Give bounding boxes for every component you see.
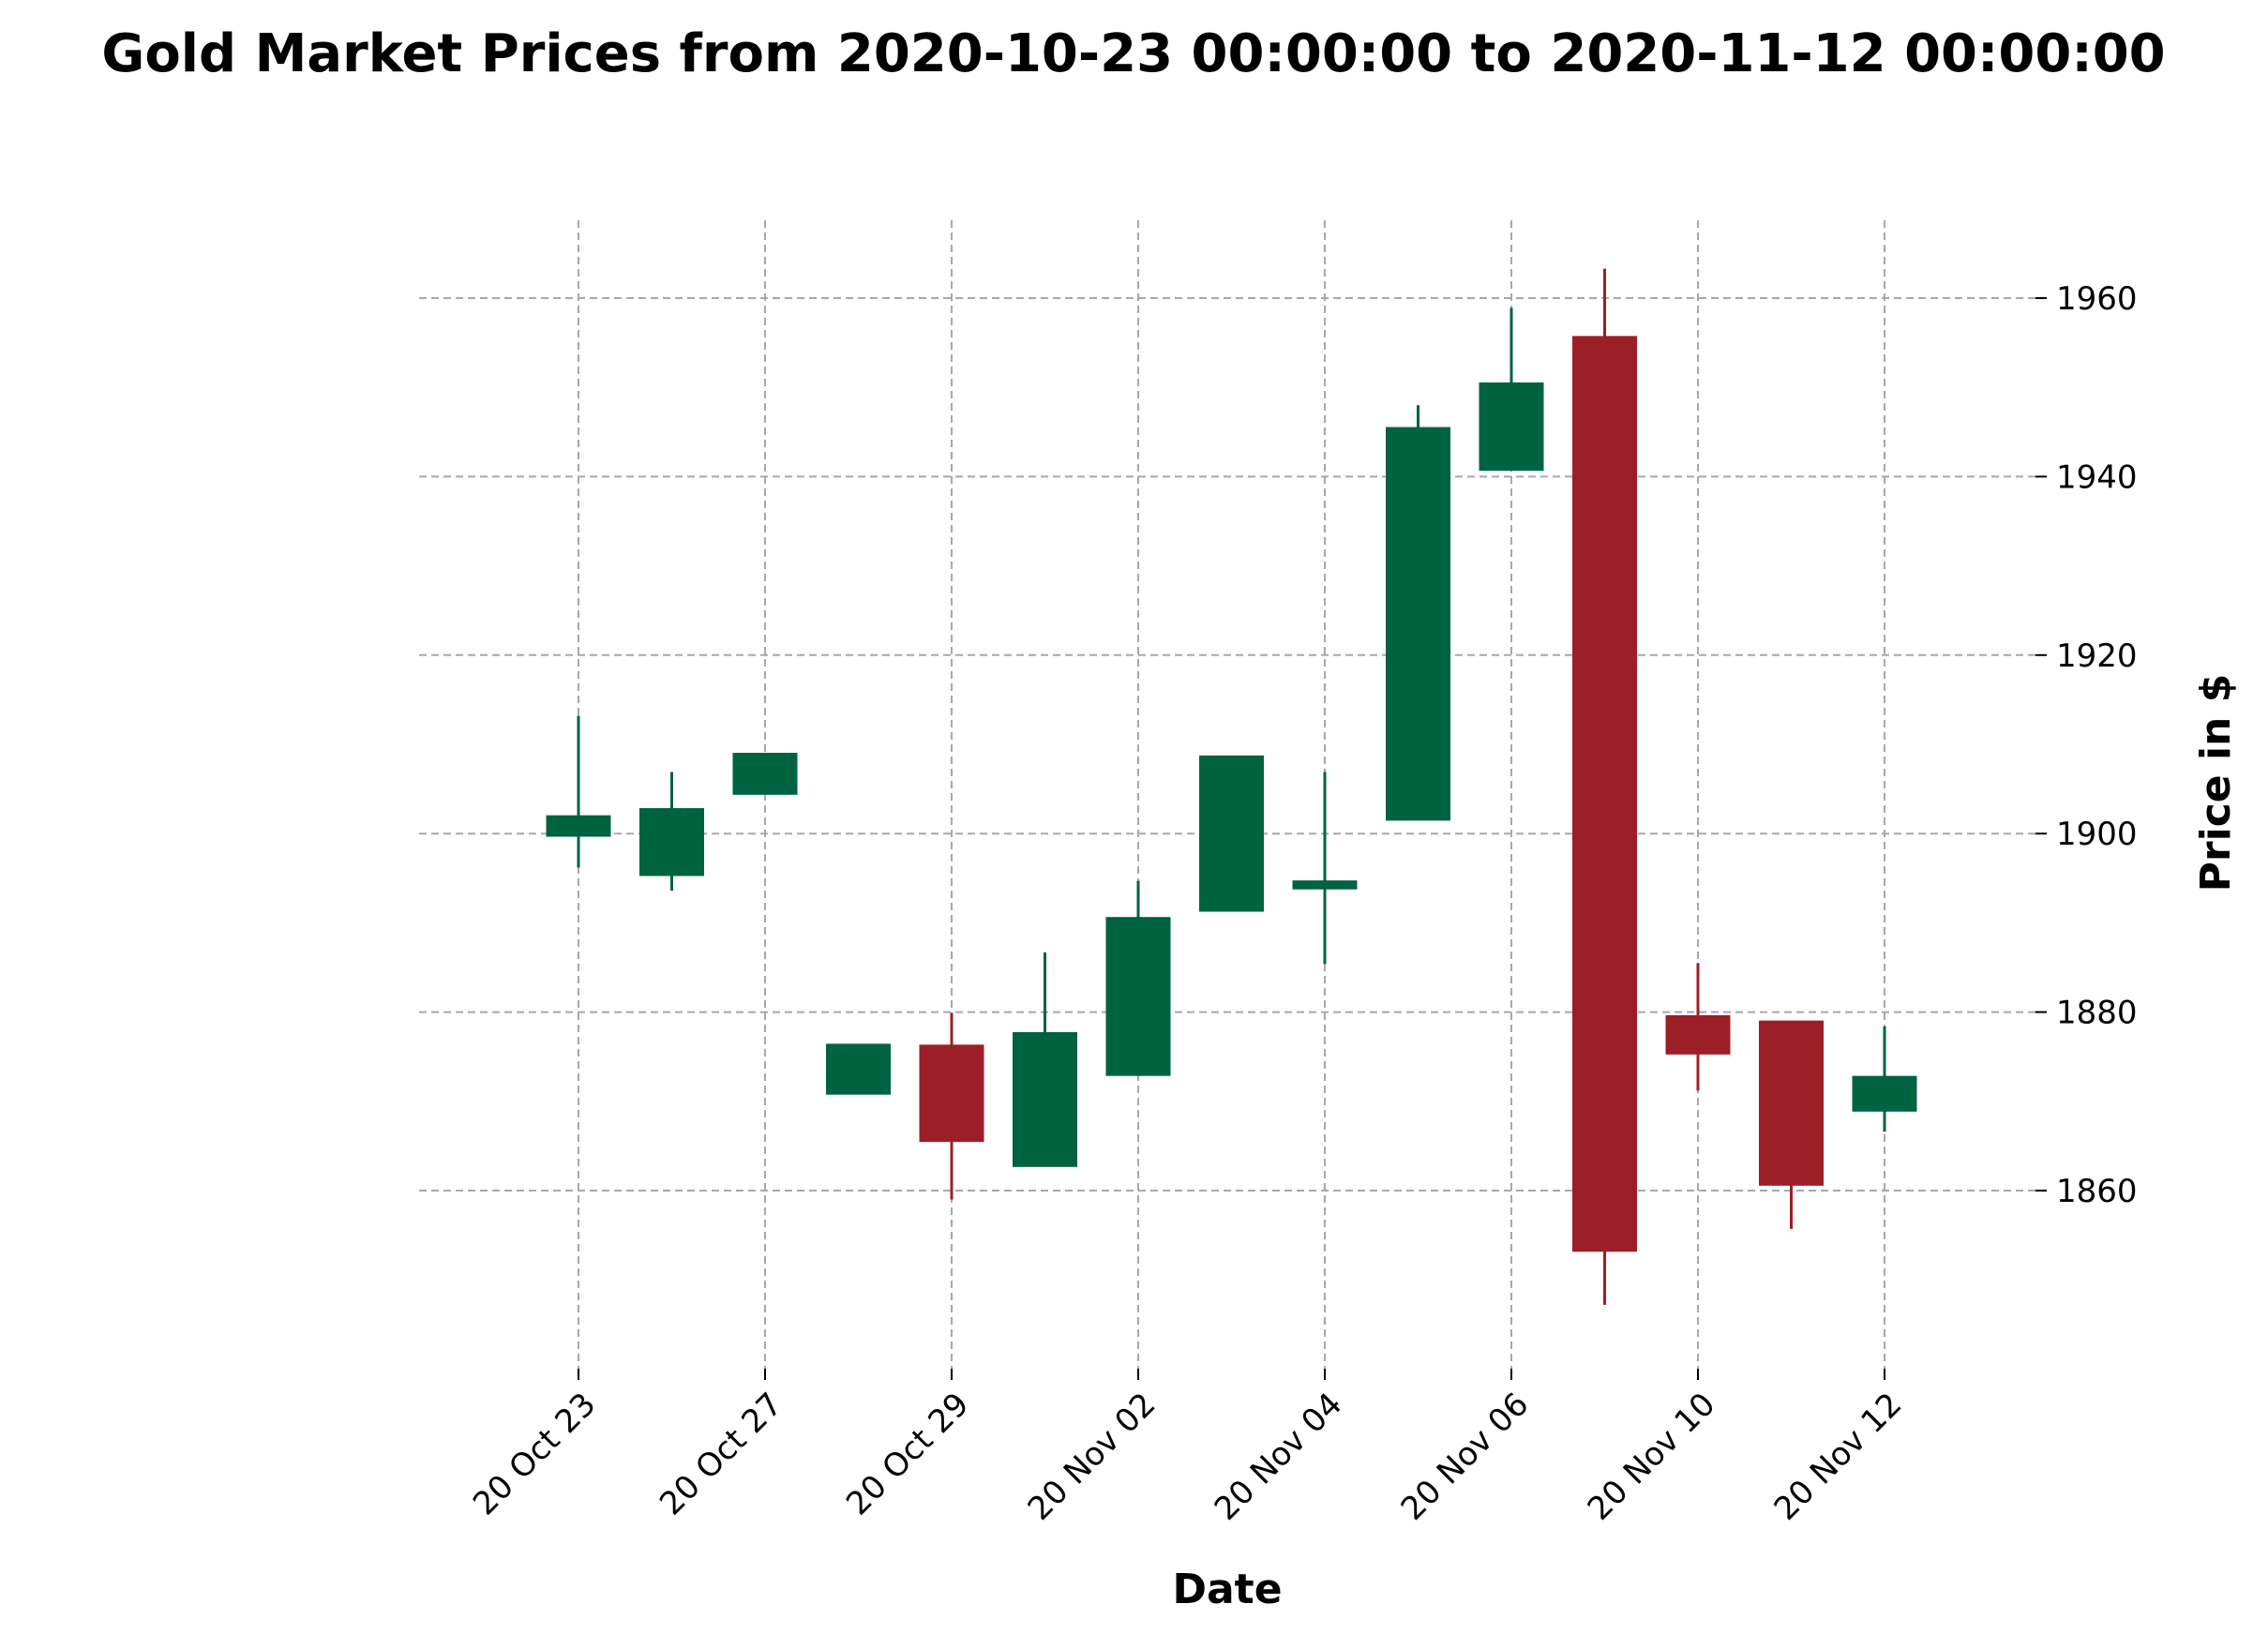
- candle: [1386, 405, 1450, 821]
- x-tick-label: 20 Nov 12: [1767, 1386, 1910, 1528]
- candle-body: [1759, 1020, 1824, 1186]
- y-axis-label: Price in $: [2192, 674, 2240, 892]
- chart-title: Gold Market Prices from 2020-10-23 00:00…: [101, 23, 2165, 84]
- x-tick-label: 20 Nov 06: [1394, 1386, 1537, 1528]
- candle: [919, 1012, 984, 1200]
- candle: [1572, 268, 1637, 1305]
- candle: [639, 772, 704, 892]
- candle: [1292, 772, 1358, 965]
- candle: [1105, 880, 1171, 1076]
- candle-body: [919, 1044, 984, 1143]
- candle-body: [732, 753, 798, 795]
- x-tick-label: 20 Nov 10: [1581, 1386, 1723, 1528]
- candle: [1759, 1020, 1824, 1229]
- y-tick-label: 1900: [2056, 816, 2138, 853]
- x-tick-label: 20 Oct 27: [653, 1386, 789, 1522]
- x-tick-label: 20 Oct 23: [466, 1386, 603, 1522]
- y-axis: 1860 1880 1900 1920 1940 1960: [2035, 280, 2138, 1210]
- y-tick-label: 1960: [2056, 280, 2138, 318]
- candles: [546, 268, 1917, 1305]
- x-tick-label: 20 Oct 29: [839, 1386, 976, 1522]
- candle: [732, 753, 798, 795]
- candle: [1199, 755, 1264, 912]
- candle-body: [1386, 427, 1450, 821]
- candle-body: [1013, 1031, 1077, 1167]
- y-tick-label: 1940: [2056, 458, 2138, 496]
- candle-body: [826, 1043, 891, 1095]
- candle-body: [546, 815, 611, 837]
- candle-body: [639, 808, 704, 877]
- x-axis: 20 Oct 23 20 Oct 27 20 Oct 29 20 Nov 02 20 N…: [466, 1369, 1909, 1528]
- candle: [1013, 952, 1077, 1167]
- x-axis-label: Date: [1172, 1566, 1282, 1613]
- x-tick-label: 20 Nov 02: [1021, 1386, 1164, 1528]
- y-tick-label: 1920: [2056, 637, 2138, 675]
- y-tick-label: 1860: [2056, 1173, 2138, 1210]
- candle-body: [1199, 755, 1264, 912]
- candle: [1479, 307, 1544, 472]
- candle: [1665, 963, 1731, 1091]
- candle: [546, 715, 611, 868]
- candle-body: [1479, 382, 1544, 472]
- x-tick-label: 20 Nov 04: [1208, 1386, 1350, 1528]
- y-tick-label: 1880: [2056, 995, 2138, 1032]
- candle-body: [1292, 880, 1358, 890]
- candle-body: [1105, 917, 1171, 1076]
- candle-body: [1852, 1075, 1917, 1112]
- candle-body: [1572, 336, 1637, 1252]
- candle: [826, 1043, 891, 1095]
- candle: [1852, 1026, 1917, 1132]
- candle-body: [1665, 1014, 1731, 1055]
